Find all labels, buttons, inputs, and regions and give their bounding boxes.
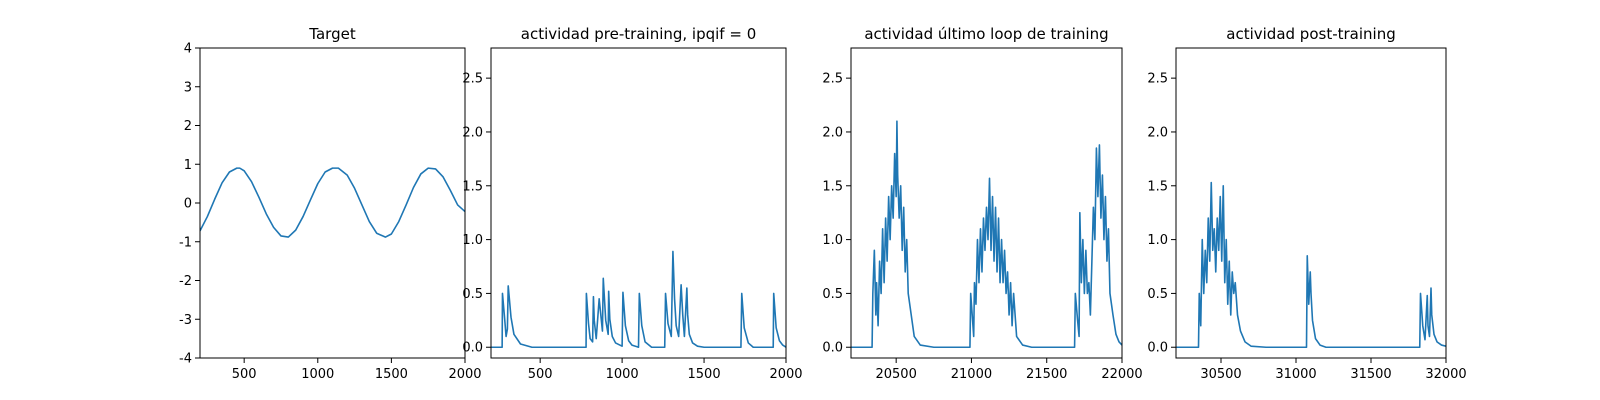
axes-frame: [850, 47, 1123, 359]
series-line-3-1: [851, 120, 1122, 349]
x-tick-label: 1500: [375, 367, 408, 382]
x-tick-label: 2000: [448, 367, 481, 382]
x-tick-label: 31500: [1350, 367, 1391, 382]
y-tick-label: 1.0: [1147, 233, 1168, 248]
x-tick-label: 32000: [1425, 367, 1466, 382]
x-tick-label: 21000: [951, 367, 992, 382]
y-tick-label: 2.0: [822, 125, 843, 140]
y-tick-label: 0.5: [462, 287, 483, 302]
y-tick-label: 4: [184, 42, 192, 57]
y-tick-label: 0.0: [1147, 341, 1168, 356]
x-tick-label: 20500: [875, 367, 916, 382]
y-tick-label: 1.5: [462, 179, 483, 194]
y-tick-label: 2.5: [822, 72, 843, 87]
y-tick-label: -4: [179, 352, 192, 367]
series-line-1-1: [200, 167, 465, 238]
chart-title: actividad pre-training, ipqif = 0: [521, 25, 757, 43]
y-tick-label: 0.5: [822, 287, 843, 302]
y-tick-label: -3: [179, 313, 192, 328]
series-line-2-1: [491, 250, 786, 349]
axes-frame: [1175, 47, 1447, 359]
x-tick-label: 21500: [1026, 367, 1067, 382]
chart-panel-1: 500 1000 1500 2000 -4 -3 -2 -1 0 1 2 3 4 Target: [179, 25, 482, 382]
x-tick-label: 31000: [1275, 367, 1316, 382]
y-tick-label: 1.5: [1147, 179, 1168, 194]
y-tick-label: 0.5: [1147, 287, 1168, 302]
y-tick-label: 1.0: [822, 233, 843, 248]
chart-title: actividad post-training: [1226, 25, 1395, 43]
y-tick-label: 0: [184, 197, 192, 212]
y-tick-label: 0.0: [822, 341, 843, 356]
y-tick-label: 2.0: [462, 125, 483, 140]
axes-frame: [490, 47, 787, 359]
x-tick-label: 30500: [1200, 367, 1241, 382]
axes-frame: [199, 47, 466, 359]
y-tick-label: 2.5: [462, 72, 483, 87]
chart-panel-2: 500 1000 1500 2000 0.0 0.5 1.0 1.5 2.0 2.5 activid…: [462, 25, 802, 382]
y-tick-label: 2.0: [1147, 125, 1168, 140]
series-line-4-1: [1176, 181, 1446, 349]
y-tick-label: -1: [179, 235, 192, 250]
y-tick-label: 2.5: [1147, 72, 1168, 87]
y-tick-label: 2: [184, 119, 192, 134]
chart-title: Target: [308, 25, 356, 43]
x-tick-label: 500: [232, 367, 257, 382]
y-tick-label: 1.0: [462, 233, 483, 248]
y-tick-label: -2: [179, 274, 192, 289]
y-tick-label: 1: [184, 158, 192, 173]
chart-panel-3: 20500 21000 21500 22000 0.0 0.5 1.0 1.5 2.0 2.5 ac…: [822, 25, 1142, 382]
x-tick-label: 22000: [1101, 367, 1142, 382]
x-tick-label: 2000: [769, 367, 802, 382]
x-tick-label: 1000: [606, 367, 639, 382]
x-tick-label: 500: [528, 367, 553, 382]
x-tick-label: 1500: [688, 367, 721, 382]
chart-panel-4: 30500 31000 31500 32000 0.0 0.5 1.0 1.5 2.0 2.5 ac…: [1147, 25, 1466, 382]
y-tick-label: 1.5: [822, 179, 843, 194]
y-tick-label: 0.0: [462, 341, 483, 356]
chart-title: actividad último loop de training: [864, 25, 1108, 43]
x-tick-label: 1000: [301, 367, 334, 382]
y-tick-label: 3: [184, 80, 192, 95]
